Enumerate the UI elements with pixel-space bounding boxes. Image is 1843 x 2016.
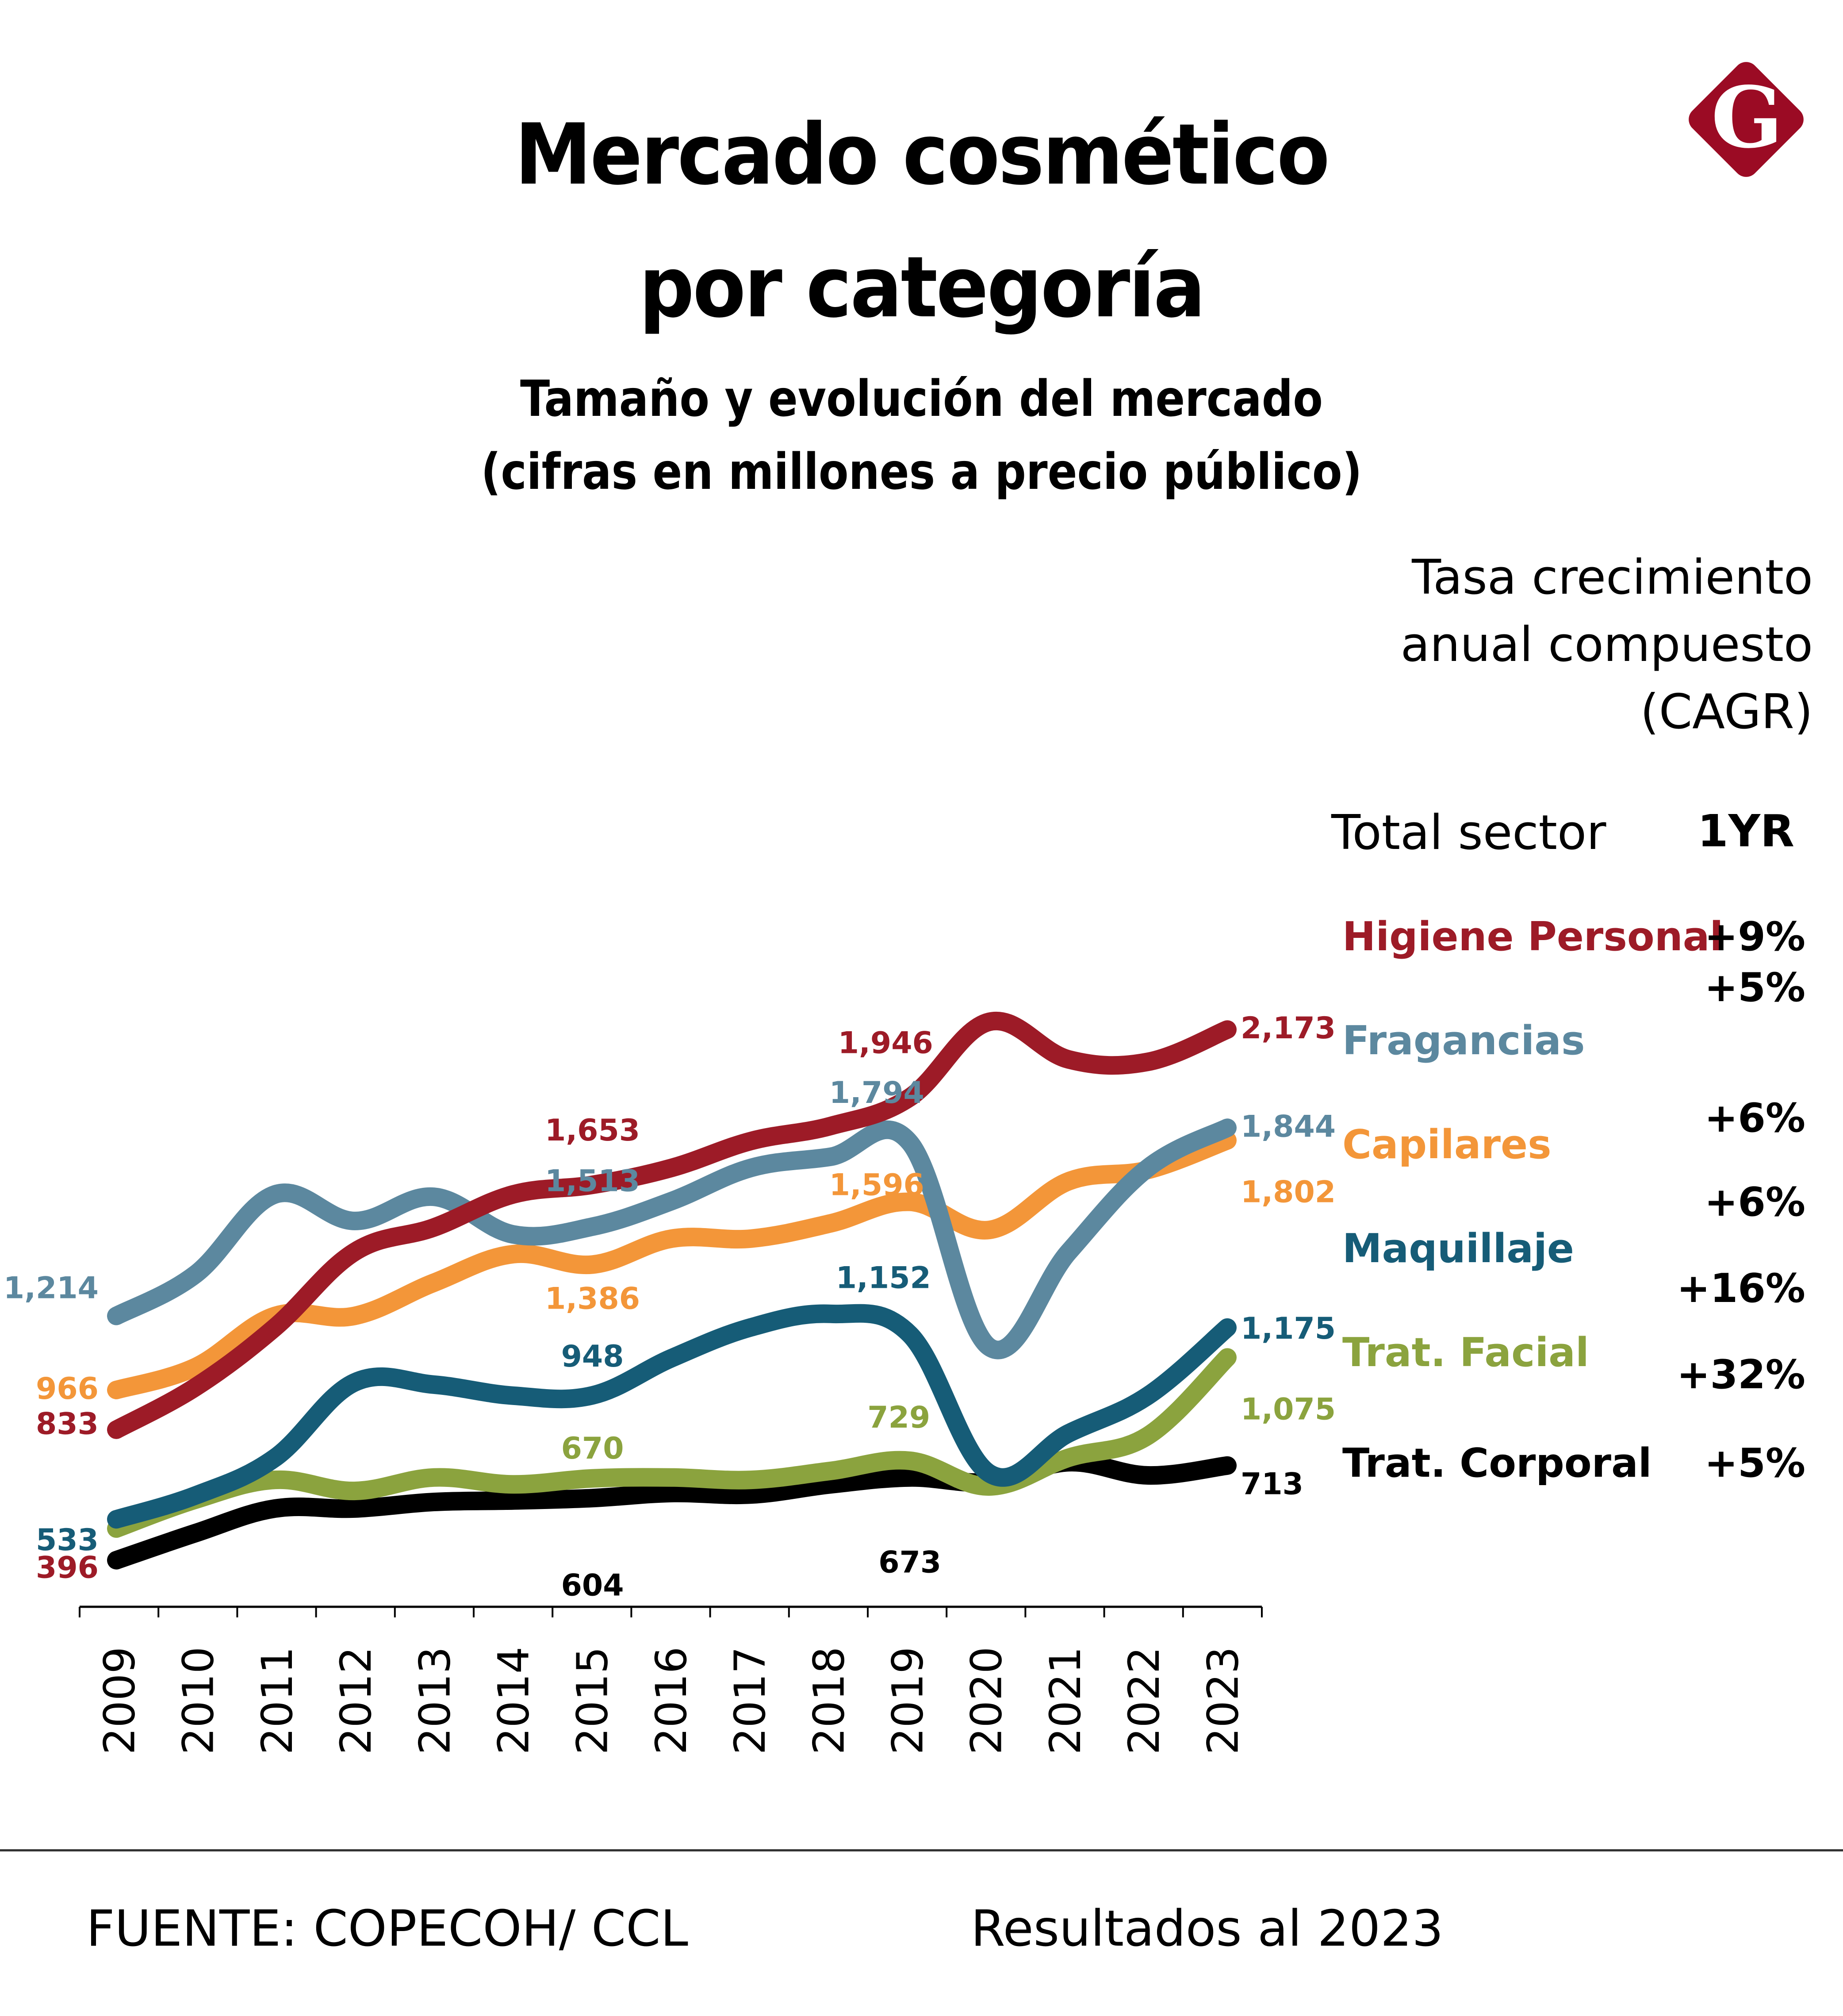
data-label: 1,075 [1241,1392,1336,1427]
subtitle-line-1: Tamaño y evolución del mercado [520,370,1323,428]
period-label: 1YR [1697,805,1794,857]
x-tick-label: 2021 [1041,1647,1090,1755]
title-line-1: Mercado cosmético [514,106,1330,204]
x-tick-label: 2018 [804,1647,854,1755]
x-tick-label: 2014 [489,1647,538,1755]
page-title: Mercado cosmético por categoría [0,88,1843,354]
logo-letter: G [1711,68,1783,167]
cagr-value-trat-facial: +32% [1677,1352,1805,1398]
data-label: 713 [1241,1467,1303,1502]
cagr-value-trat-corporal: +5% [1704,1440,1805,1486]
title-line-2: por categoría [639,238,1206,336]
subtitle-line-2: (cifras en millones a precio público) [481,443,1362,501]
series-layer [107,1011,1237,1570]
x-tick-label: 2013 [410,1647,460,1755]
data-label: 1,596 [829,1168,924,1203]
data-label: 2,173 [1241,1011,1336,1046]
x-tick-label: 2019 [883,1647,932,1755]
x-tick-label: 2015 [568,1647,617,1755]
x-tick-label: 2016 [647,1647,696,1755]
cagr-heading: Tasa crecimiento anual compuesto (CAGR) [1401,544,1813,746]
data-label: 1,152 [836,1260,931,1295]
x-axis: 2009 2010 2011 2012 2013 2014 2015 2016 2017 2018… [79,1605,1263,1755]
footer-divider [0,1849,1843,1851]
cagr-heading-line-3: (CAGR) [1640,684,1813,740]
data-label: 948 [561,1339,624,1374]
g-diamond-logo-icon: G [1689,62,1804,177]
cagr-value-higiene-personal: +9% [1704,914,1805,960]
data-label: 1,214 [4,1271,99,1306]
series-line-maquillaje [107,1304,1237,1529]
data-label: 604 [561,1568,624,1603]
series-line-trat-facial [107,1348,1237,1538]
total-sector-label: Total sector [1331,805,1606,860]
cagr-value-capilares: +6% [1704,1095,1805,1141]
cagr-value-fragancias: +5% [1704,964,1805,1011]
data-label: 1,653 [545,1113,640,1148]
cagr-heading-line-2: anual compuesto [1400,617,1813,672]
legend-name-capilares: Capilares [1342,1121,1552,1168]
data-label: 1,175 [1241,1311,1336,1346]
data-label: 673 [878,1545,941,1580]
x-tick-label: 2010 [174,1647,223,1755]
cagr-heading-line-1: Tasa crecimiento [1412,550,1813,605]
x-tick-label: 2009 [95,1647,144,1755]
footer-note: Resultados al 2023 [971,1900,1444,1958]
legend-name-maquillaje: Maquillaje [1342,1225,1574,1272]
x-tick-label: 2011 [253,1647,302,1755]
data-label: 966 [36,1371,99,1406]
data-labels-layer: 833 1,653 1,946 2,173 1,214 1,513 1,794 1,844 96… [4,1011,1336,1603]
series-line-higiene-personal [107,1011,1237,1439]
data-label: 1,946 [838,1025,933,1060]
data-label: 1,844 [1241,1109,1336,1144]
data-label: 533 [36,1523,99,1558]
x-tick-label: 2023 [1198,1647,1248,1755]
x-tick-label: 2022 [1119,1647,1169,1755]
legend-name-trat-corporal: Trat. Corporal [1342,1440,1652,1486]
data-label: 396 [36,1551,99,1586]
series-line-fragancias [107,1118,1237,1359]
data-label: 833 [36,1407,99,1442]
legend-name-fragancias: Fragancias [1342,1018,1585,1064]
legend-name-higiene-personal: Higiene Personal [1342,914,1724,960]
page-subtitle: Tamaño y evolución del mercado (cifras e… [0,363,1843,509]
data-label: 1,513 [545,1164,640,1199]
cagr-value-extra: +6% [1704,1179,1805,1225]
x-tick-label: 2020 [962,1647,1012,1755]
data-label: 729 [867,1400,930,1435]
x-tick-label: 2017 [725,1647,775,1755]
legend-name-trat-facial: Trat. Facial [1342,1329,1589,1376]
cagr-value-maquillaje: +16% [1677,1265,1805,1312]
data-label: 1,794 [829,1075,924,1110]
footer-source: FUENTE: COPECOH/ CCL [86,1900,688,1958]
data-label: 670 [561,1431,624,1466]
data-label: 1,386 [545,1281,640,1316]
data-label: 1,802 [1241,1175,1336,1210]
logo-diamond [1689,62,1804,177]
x-tick-label: 2012 [331,1647,381,1755]
